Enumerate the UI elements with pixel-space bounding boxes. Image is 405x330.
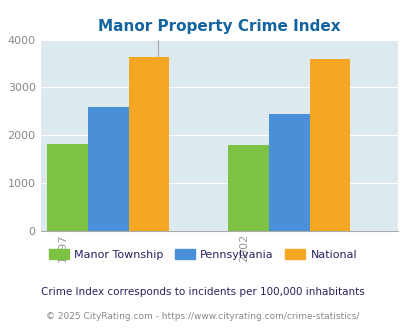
Bar bbox=[309, 59, 350, 231]
Text: © 2025 CityRating.com - https://www.cityrating.com/crime-statistics/: © 2025 CityRating.com - https://www.city… bbox=[46, 312, 359, 321]
Title: Manor Property Crime Index: Manor Property Crime Index bbox=[98, 19, 340, 34]
Text: Crime Index corresponds to incidents per 100,000 inhabitants: Crime Index corresponds to incidents per… bbox=[41, 287, 364, 297]
Bar bbox=[128, 57, 169, 231]
Bar bbox=[47, 144, 88, 231]
Bar bbox=[88, 107, 128, 231]
Bar bbox=[228, 145, 269, 231]
Bar bbox=[269, 114, 309, 231]
Legend: Manor Township, Pennsylvania, National: Manor Township, Pennsylvania, National bbox=[49, 249, 356, 260]
